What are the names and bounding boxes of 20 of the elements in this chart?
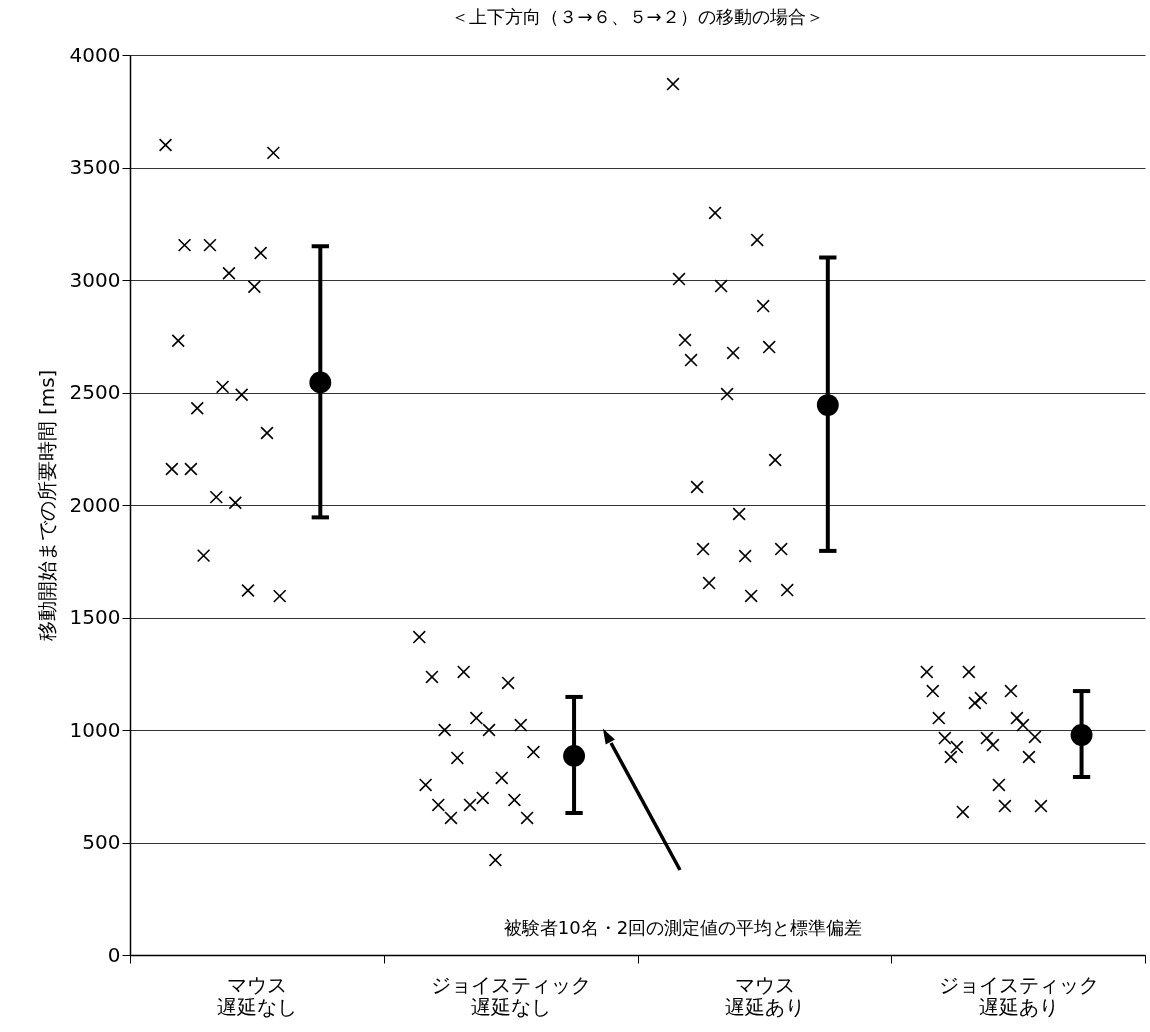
y-tick-label: 3000 — [69, 267, 121, 292]
y-tick-label: 1000 — [69, 717, 121, 742]
chart-title: ＜上下方向（３→６、５→２）の移動の場合＞ — [451, 6, 824, 27]
y-tick-label: 1500 — [69, 605, 121, 629]
y-axis-title: 移動開始までの所要時間 [ms] — [34, 369, 59, 642]
x-tick-label: ジョイスティック遅延なし — [431, 972, 592, 1019]
y-tick-label: 500 — [82, 830, 121, 854]
x-tick-label: マウス遅延なし — [217, 972, 298, 1019]
point — [816, 394, 839, 417]
y-tick-label: 0 — [107, 942, 121, 967]
y-tick-label: 3500 — [69, 155, 121, 179]
point — [1070, 724, 1093, 746]
annotation: 被験者10名・2回の測定値の平均と標準偏差 — [503, 917, 863, 938]
y-tick-label: 4000 — [69, 42, 121, 67]
point — [563, 744, 586, 767]
point — [309, 371, 332, 394]
x-tick-label: マウス遅延あり — [724, 972, 805, 1019]
y-tick-label: 2500 — [69, 380, 121, 404]
x-tick-label: ジョイスティック遅延あり — [938, 972, 1099, 1019]
y-tick-label: 2000 — [69, 492, 121, 517]
